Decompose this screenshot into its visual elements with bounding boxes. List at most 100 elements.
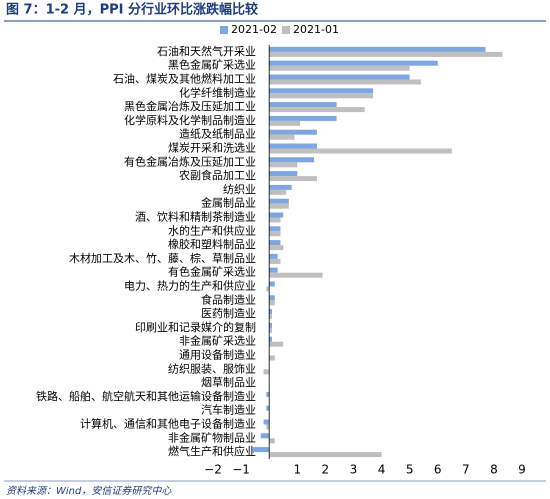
y-tick-label: 铁路、船舶、航空航天和其他运输设备制造业 [36,389,256,403]
bar [269,245,284,251]
x-tick-label: 4 [378,463,386,477]
bar [269,93,374,99]
y-tick-label: 化学原料及化学制品制造业 [124,113,256,127]
bar [266,391,270,397]
y-tick-label: 黑色金属矿采选业 [168,58,256,72]
bar [269,253,278,259]
bar [269,452,382,458]
bar [269,295,275,301]
bar [269,198,289,204]
bar [269,171,298,177]
bar [269,143,317,149]
bar [269,120,301,126]
bar [269,203,289,209]
x-tick-label: 3 [350,463,358,477]
y-tick-label: 纺织服装、服饰业 [168,361,256,375]
y-tick-label: 造纸及纸制品业 [179,127,256,141]
bar [269,74,410,80]
source-note: 资料来源：Wind，安信证券研究中心 [6,485,172,497]
bar [269,281,275,287]
bar [252,447,270,453]
y-tick-label: 医药制造业 [201,306,256,320]
y-tick-label: 农副食品加工业 [179,168,256,182]
bar [269,267,278,273]
y-tick-label: 石油和天然气开采业 [157,44,256,58]
y-tick-label: 石油、煤炭及其他燃料加工业 [113,72,256,86]
y-tick-label: 煤炭开采和洗选业 [168,142,256,155]
bar [269,309,272,315]
bar [269,300,275,306]
bar [266,405,270,411]
y-tick-label: 木材加工及木、竹、藤、棕、草制品业 [69,251,256,265]
y-tick-label: 非金属矿采选业 [179,334,256,348]
bar [269,51,503,57]
bar [269,60,438,66]
x-tick-label: 7 [462,463,470,477]
bar [269,217,281,223]
bar [269,272,323,278]
bar [263,419,270,425]
legend-swatch [220,26,228,34]
bar [269,355,275,361]
bar [269,157,315,163]
bar [269,88,374,94]
legend-label: 2021-02 [231,23,277,36]
bar [269,314,272,320]
bar [266,424,270,430]
bar [269,102,337,108]
y-tick-label: 印刷业和记录媒介的复制 [135,320,256,334]
y-tick-label: 通用设备制造业 [179,348,256,362]
y-tick-label: 化学纤维制造业 [179,85,256,99]
y-tick-label: 计算机、通信和其他电子设备制造业 [80,417,256,431]
bar [269,341,284,347]
y-tick-label: 橡胶和塑料制品业 [168,237,256,251]
y-tick-label: 黑色金属冶炼及压延加工业 [124,99,256,113]
y-tick-label: 水的生产和供应业 [168,223,256,237]
chart-title: 图 7：1-2 月，PPI 分行业环比涨跌幅比较 [6,2,258,18]
bar [263,369,270,375]
legend-label: 2021-01 [293,23,339,36]
bar [266,286,270,292]
legend: 2021-02 2021-01 [220,23,339,36]
y-tick-label: 烟草制品业 [201,375,256,389]
y-tick-label: 燃气生产和供应业 [168,444,256,458]
bar [269,115,337,121]
x-tick-label: −2 [204,463,222,477]
bar [269,184,292,190]
bar [269,46,486,52]
y-tick-label: 有色金属冶炼及压延加工业 [124,154,256,168]
y-tick-label: 金属制品业 [201,196,256,210]
bar [269,129,317,135]
x-tick-label: 2 [322,463,330,477]
bar [269,212,284,218]
x-tick-label: 6 [434,463,442,477]
bar [269,231,281,237]
bar [269,438,275,444]
bar [269,327,272,333]
x-tick-label: −1 [232,463,250,477]
y-tick-label: 酒、饮料和精制茶制造业 [135,210,256,224]
bar [269,258,281,264]
bar [269,322,272,328]
bar [269,134,295,140]
y-tick-label: 纺织业 [223,182,256,196]
y-tick-label: 电力、热力的生产和供应业 [124,279,256,293]
bar [269,336,272,342]
x-tick-label: 5 [406,463,414,477]
bar [269,162,298,168]
y-tick-label: 食品制造业 [201,292,256,306]
y-tick-label: 非金属矿物制品业 [168,430,256,444]
bar [269,65,410,71]
bar [269,189,287,195]
y-tick-label: 有色金属矿采选业 [168,265,256,279]
bar [260,433,270,439]
bar [269,176,317,182]
bar [269,240,281,246]
x-tick-label: 1 [293,463,301,477]
x-tick-label: 8 [490,463,498,477]
bar [269,107,365,113]
x-tick-label: 9 [518,463,526,477]
bar [269,148,452,154]
bar [269,79,421,85]
